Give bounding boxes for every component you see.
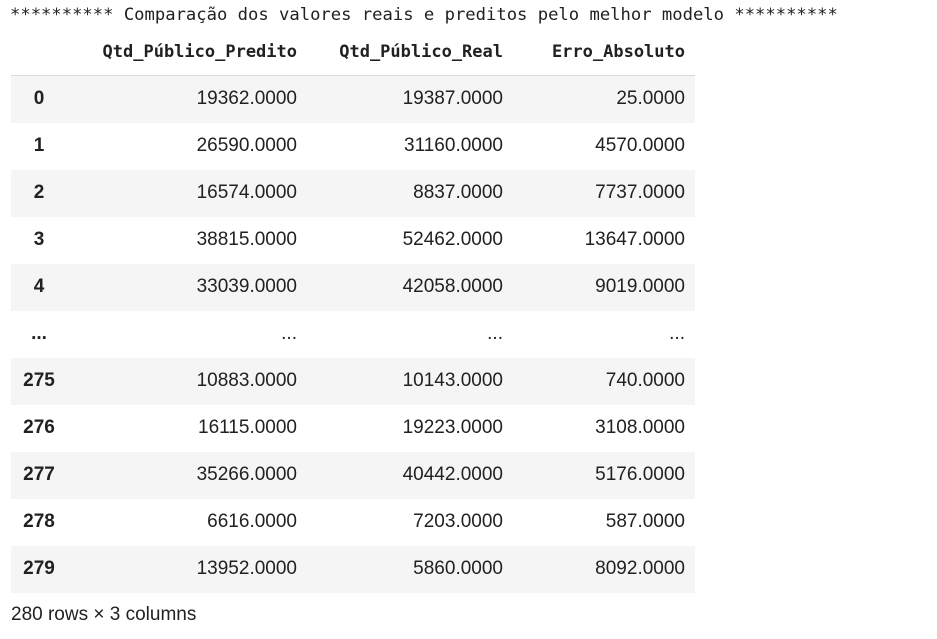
cell-erro: 587.0000 — [605, 511, 685, 532]
cell-real: 8837.0000 — [413, 182, 503, 203]
cell-real: ... — [487, 323, 503, 344]
dataframe-table: Qtd_Público_Predito Qtd_Público_Real Err… — [11, 28, 695, 593]
row-index: ... — [31, 323, 47, 344]
cell-erro: 4570.0000 — [595, 135, 685, 156]
row-index: 279 — [23, 558, 55, 579]
cell-predito: 26590.0000 — [196, 135, 297, 156]
table-row: 277 35266.0000 40442.0000 5176.0000 — [11, 451, 695, 499]
table-row: 276 16115.0000 19223.0000 3108.0000 — [11, 405, 695, 452]
cell-predito: ... — [281, 323, 297, 344]
table-row: 1 26590.0000 31160.0000 4570.0000 — [11, 123, 695, 170]
row-index: 0 — [33, 88, 45, 110]
cell-erro: 7737.0000 — [595, 182, 685, 203]
column-header-real: Qtd_Público_Real — [307, 28, 513, 76]
row-index: 1 — [33, 135, 45, 156]
column-header-predito: Qtd_Público_Predito — [67, 28, 307, 76]
table-header: Qtd_Público_Predito Qtd_Público_Real Err… — [11, 28, 695, 76]
cell-predito: 10883.0000 — [196, 370, 297, 391]
index-column-header — [11, 28, 67, 76]
row-index: 4 — [33, 276, 45, 297]
cell-predito: 13952.0000 — [196, 558, 297, 579]
row-index: 276 — [23, 417, 55, 438]
cell-predito: 33039.0000 — [196, 276, 297, 297]
table-row: 3 38815.0000 52462.0000 13647.0000 — [11, 217, 695, 264]
cell-erro: 740.0000 — [605, 370, 685, 391]
cell-real: 42058.0000 — [402, 276, 503, 297]
dataframe-shape-info: 280 rows × 3 columns — [11, 604, 197, 625]
cell-predito: 16115.0000 — [198, 417, 297, 438]
row-index: 2 — [33, 182, 45, 203]
cell-erro: 13647.0000 — [584, 229, 685, 250]
cell-real: 7203.0000 — [413, 511, 503, 532]
cell-real: 40442.0000 — [402, 464, 503, 485]
cell-real: 31160.0000 — [404, 135, 503, 156]
cell-erro: ... — [669, 323, 685, 344]
cell-erro: 3108.0000 — [595, 417, 685, 438]
cell-predito: 19362.0000 — [196, 88, 297, 110]
row-index: 275 — [23, 370, 55, 391]
column-header-erro: Erro_Absoluto — [513, 28, 695, 76]
table-row: 278 6616.0000 7203.0000 587.0000 — [11, 499, 695, 546]
row-index: 278 — [23, 511, 55, 532]
cell-real: 10143.0000 — [402, 370, 503, 391]
cell-real: 19223.0000 — [402, 417, 503, 438]
cell-erro: 25.0000 — [616, 88, 685, 110]
row-index: 277 — [23, 464, 55, 485]
output-header-line: ********** Comparação dos valores reais … — [10, 5, 838, 25]
table-body: 0 19362.0000 19387.0000 25.0000 1 26590.… — [11, 75, 695, 593]
cell-predito: 35266.0000 — [196, 464, 297, 485]
table-row: 0 19362.0000 19387.0000 25.0000 — [11, 75, 695, 123]
cell-real: 5860.0000 — [413, 558, 503, 579]
cell-real: 19387.0000 — [402, 88, 503, 110]
table-row: 275 10883.0000 10143.0000 740.0000 — [11, 357, 695, 405]
cell-predito: 6616.0000 — [207, 511, 297, 532]
cell-real: 52462.0000 — [402, 229, 503, 250]
table-row: 279 13952.0000 5860.0000 8092.0000 — [11, 545, 695, 593]
header-row: Qtd_Público_Predito Qtd_Público_Real Err… — [11, 28, 695, 76]
table-row: 2 16574.0000 8837.0000 7737.0000 — [11, 169, 695, 217]
cell-erro: 8092.0000 — [595, 558, 685, 579]
table-row-ellipsis: ... ... ... ... — [11, 311, 695, 358]
row-index: 3 — [33, 229, 45, 250]
cell-erro: 5176.0000 — [595, 464, 685, 485]
table-row: 4 33039.0000 42058.0000 9019.0000 — [11, 263, 695, 311]
cell-predito: 16574.0000 — [196, 182, 297, 203]
cell-predito: 38815.0000 — [196, 229, 297, 250]
cell-erro: 9019.0000 — [595, 276, 685, 297]
